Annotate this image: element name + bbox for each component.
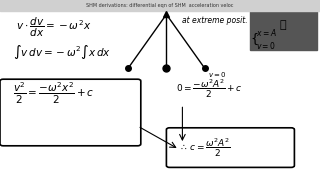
Text: $\{$: $\{$ [250, 31, 258, 47]
Bar [0, 0, 320, 11]
Text: $0 = \dfrac{-\omega^2 A^2}{2} + c$: $0 = \dfrac{-\omega^2 A^2}{2} + c$ [176, 78, 243, 100]
Text: $v = 0$: $v = 0$ [256, 40, 276, 51]
Bar [250, 0, 317, 50]
Text: $x = A$: $x = A$ [256, 27, 277, 38]
Text: at extreme posit.: at extreme posit. [182, 16, 248, 25]
FancyBboxPatch shape [166, 128, 294, 167]
FancyBboxPatch shape [0, 79, 141, 146]
Text: SHM derivations: differential eqn of SHM  acceleration veloc: SHM derivations: differential eqn of SHM… [86, 3, 234, 8]
Text: $\int v\,dv = -\omega^2 \int x\,dx$: $\int v\,dv = -\omega^2 \int x\,dx$ [13, 43, 111, 61]
Text: $\therefore\, c = \dfrac{\omega^2 A^2}{2}$: $\therefore\, c = \dfrac{\omega^2 A^2}{2… [179, 137, 231, 159]
Text: 👤: 👤 [280, 20, 286, 30]
Text: $v=0$: $v=0$ [208, 70, 227, 79]
Text: $\dfrac{v^2}{2} = \dfrac{-\omega^2 x^2}{2} + c$: $\dfrac{v^2}{2} = \dfrac{-\omega^2 x^2}{… [13, 81, 94, 106]
Text: $v \cdot \dfrac{dv}{dx} = -\omega^2 x$: $v \cdot \dfrac{dv}{dx} = -\omega^2 x$ [16, 16, 91, 39]
